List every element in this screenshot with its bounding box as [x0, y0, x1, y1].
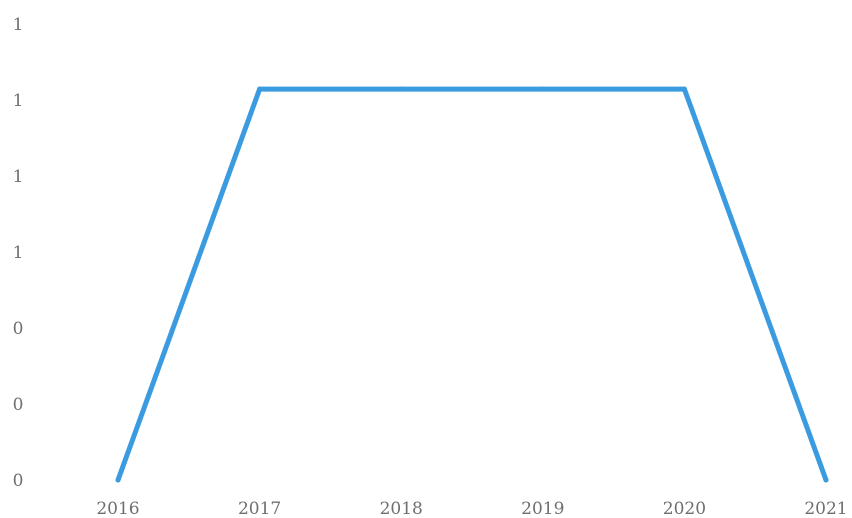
data-point: [115, 477, 121, 483]
x-tick-label: 2019: [521, 499, 564, 518]
plot-area: [115, 86, 829, 483]
data-point: [681, 86, 687, 92]
y-tick-label: 0: [13, 471, 24, 491]
y-tick-label: 1: [13, 167, 24, 187]
y-tick-label: 0: [13, 395, 24, 415]
x-tick-label: 2020: [663, 499, 706, 518]
y-tick-label: 0: [13, 319, 24, 339]
data-point: [540, 86, 546, 92]
x-tick-label: 2021: [804, 499, 847, 518]
data-point: [257, 86, 263, 92]
x-axis: 2016 2017 2018 2019 2020 2021: [96, 499, 847, 518]
y-tick-label: 1: [13, 91, 24, 111]
x-tick-label: 2018: [380, 499, 423, 518]
y-axis: 0 0 0 1 1 1 1: [13, 15, 24, 491]
y-tick-label: 1: [13, 243, 24, 263]
series-line: [115, 86, 829, 483]
data-point: [823, 477, 829, 483]
data-point: [398, 86, 404, 92]
y-tick-label: 1: [13, 15, 24, 35]
x-tick-label: 2016: [96, 499, 139, 518]
x-tick-label: 2017: [238, 499, 281, 518]
